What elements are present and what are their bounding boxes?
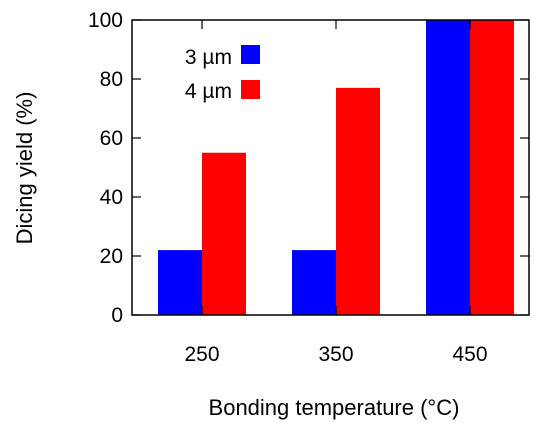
y-tick-label-60: 60 [100, 127, 123, 150]
ticks-group: 0 20 40 60 80 100 250 350 450 [88, 9, 529, 366]
bar-series-1-450 [470, 20, 514, 315]
legend-label-series-0: 3 µm [185, 46, 232, 69]
legend-swatch-series-1 [241, 80, 260, 99]
x-tick-label-450: 450 [452, 343, 487, 366]
y-axis-label: Dicing yield (%) [12, 92, 37, 245]
y-tick-label-20: 20 [100, 245, 123, 268]
x-tick-label-350: 350 [318, 343, 353, 366]
bar-series-0-350 [292, 250, 336, 315]
bar-series-1-350 [336, 87, 380, 315]
bar-series-0-450 [426, 20, 470, 315]
legend-label-series-1: 4 µm [185, 80, 232, 103]
bar-series-0-250 [158, 250, 202, 315]
y-tick-label-80: 80 [100, 68, 123, 91]
y-tick-label-0: 0 [111, 304, 123, 327]
bar-series-1-250 [202, 152, 246, 315]
legend-swatch-series-0 [241, 45, 260, 64]
x-axis-label: Bonding temperature (°C) [209, 395, 460, 420]
x-tick-label-250: 250 [184, 343, 219, 366]
plot-frame [131, 19, 530, 316]
legend: 3 µm 4 µm [185, 45, 260, 103]
y-tick-label-40: 40 [100, 186, 123, 209]
bars-group [158, 20, 514, 315]
y-tick-label-100: 100 [88, 9, 123, 32]
